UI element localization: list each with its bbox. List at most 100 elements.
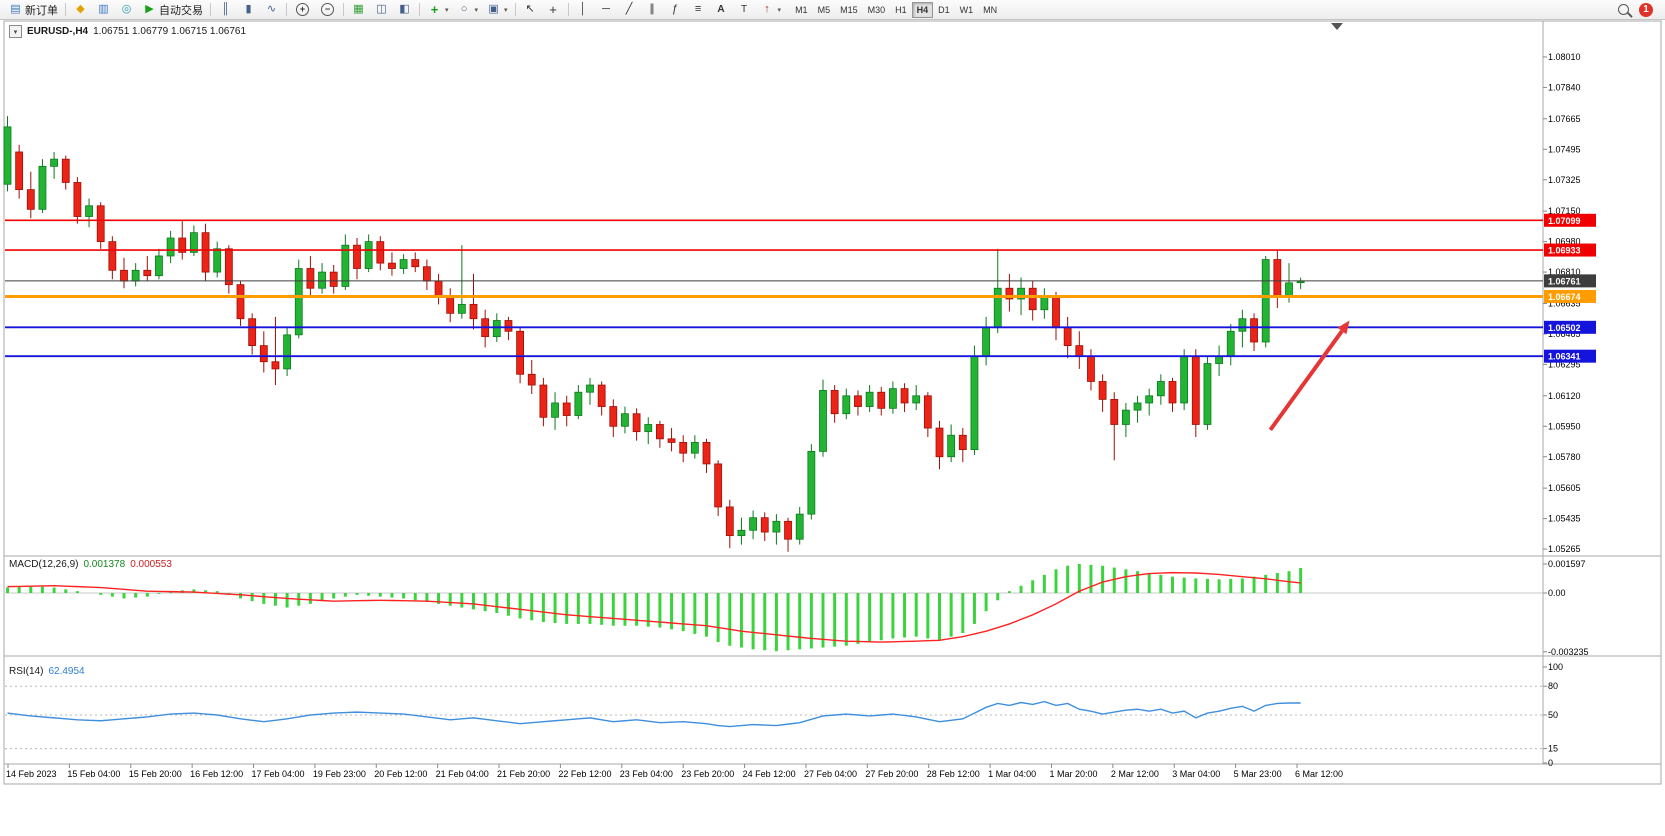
candle xyxy=(539,384,548,418)
rsi-pane[interactable] xyxy=(4,657,1543,763)
label-button[interactable] xyxy=(733,0,756,19)
macd-pane[interactable] xyxy=(4,557,1543,655)
zoom-in-button[interactable] xyxy=(290,0,315,19)
candle xyxy=(248,318,257,347)
macd-header: MACD(12,26,9) 0.001378 0.000553 xyxy=(9,559,172,570)
fibonacci-button[interactable] xyxy=(664,0,687,19)
candle xyxy=(807,450,816,515)
dropdown-caret-icon[interactable]: ▾ xyxy=(474,6,479,14)
time-axis-label: 21 Feb 04:00 xyxy=(436,769,489,779)
crosshair-button[interactable] xyxy=(542,0,565,19)
new-order-button[interactable]: 新订单 xyxy=(4,0,62,19)
candle xyxy=(947,434,956,458)
timeframe-w1[interactable]: W1 xyxy=(959,4,974,15)
levels-button[interactable] xyxy=(687,0,710,19)
arrows-button[interactable]: ▾ xyxy=(756,0,786,19)
price-axis[interactable] xyxy=(1543,21,1661,763)
candle xyxy=(504,320,513,332)
periods-button[interactable]: ▾ xyxy=(453,0,483,19)
candle xyxy=(702,442,711,465)
time-axis-label: 22 Feb 12:00 xyxy=(558,769,611,779)
candle xyxy=(912,395,921,404)
text-button[interactable] xyxy=(710,0,733,19)
candle xyxy=(1063,327,1072,347)
price-axis-tick-label: 1.07495 xyxy=(1548,144,1581,154)
label-icon xyxy=(737,2,752,17)
strategy-tester-button[interactable] xyxy=(115,0,138,19)
candle xyxy=(120,269,128,282)
candle xyxy=(283,334,292,370)
candle xyxy=(329,271,338,287)
levels-icon xyxy=(691,2,706,17)
timeframe-m15[interactable]: M15 xyxy=(840,4,858,15)
dropdown-caret-icon[interactable]: ▾ xyxy=(445,6,449,14)
candlestick-chart-button[interactable] xyxy=(237,0,260,19)
time-axis-label: 15 Feb 20:00 xyxy=(129,769,182,779)
timeframe-m1[interactable]: M1 xyxy=(795,4,808,15)
notification-badge[interactable]: 1 xyxy=(1639,2,1653,17)
auto-trading-button[interactable]: 自动交易 xyxy=(138,0,207,19)
channel-button[interactable] xyxy=(641,0,664,19)
trendline-button[interactable] xyxy=(618,0,641,19)
candle xyxy=(294,268,303,336)
market-watch-button[interactable] xyxy=(69,0,92,19)
candle xyxy=(1052,295,1060,329)
timeframe-h4[interactable]: H4 xyxy=(911,1,934,18)
candle xyxy=(784,520,792,540)
rsi-name: RSI(14) xyxy=(9,666,44,677)
indicators-button[interactable]: ▾ xyxy=(423,0,453,19)
time-axis[interactable] xyxy=(4,764,1661,784)
candle xyxy=(3,126,12,185)
cursor-button[interactable] xyxy=(519,0,542,19)
candle xyxy=(865,391,874,407)
candlestick-icon xyxy=(241,2,256,17)
bar-chart-button[interactable] xyxy=(214,0,237,19)
timeframe-d1[interactable]: D1 xyxy=(938,4,950,15)
candle xyxy=(73,182,82,217)
toolbar-separator xyxy=(286,3,287,16)
tile-windows-button[interactable] xyxy=(370,0,393,19)
dropdown-caret-icon[interactable]: ▾ xyxy=(504,6,508,14)
market-watch-icon xyxy=(73,2,88,17)
candle xyxy=(224,248,233,286)
candle xyxy=(376,241,385,264)
timeframe-mn[interactable]: MN xyxy=(983,4,998,15)
timeframe-m30[interactable]: M30 xyxy=(867,4,886,15)
line-chart-button[interactable] xyxy=(260,0,283,19)
cascade-windows-button[interactable] xyxy=(393,0,416,19)
trend-arrow[interactable] xyxy=(1268,329,1344,432)
price-badge-label: 1.06674 xyxy=(1548,292,1581,302)
candle xyxy=(1191,355,1200,425)
zoom-out-button[interactable] xyxy=(315,0,340,19)
templates-button[interactable]: ▾ xyxy=(482,0,512,19)
candle xyxy=(399,259,408,269)
timeframe-h1[interactable]: H1 xyxy=(895,4,907,15)
dropdown-caret-icon[interactable]: ▾ xyxy=(777,6,782,14)
data-window-icon xyxy=(96,2,111,17)
search-icon[interactable] xyxy=(1618,4,1633,18)
candle xyxy=(1145,395,1154,404)
price-axis-tick-label: 1.05265 xyxy=(1548,544,1581,554)
trend-arrow-head[interactable] xyxy=(1337,320,1350,335)
candle xyxy=(1273,259,1282,296)
timeframe-m5[interactable]: M5 xyxy=(817,4,831,15)
candle xyxy=(411,259,420,268)
price-pane[interactable] xyxy=(4,21,1543,556)
candle xyxy=(318,271,326,289)
time-axis-label: 23 Feb 20:00 xyxy=(681,769,734,779)
candle xyxy=(353,244,361,269)
chart-shift-marker-icon[interactable] xyxy=(1331,23,1343,30)
toolbar-right: 1 xyxy=(1618,2,1661,18)
candle xyxy=(690,442,699,454)
grid-button[interactable] xyxy=(347,0,370,19)
zoom-in-icon xyxy=(296,3,309,16)
time-axis-label: 1 Mar 20:00 xyxy=(1049,769,1097,779)
chart-menu-icon[interactable]: ▾ xyxy=(9,25,22,38)
candle xyxy=(96,205,105,243)
vertical-line-button[interactable] xyxy=(572,0,595,19)
data-window-button[interactable] xyxy=(92,0,115,19)
candle xyxy=(1285,282,1293,296)
horizontal-line-button[interactable] xyxy=(595,0,618,19)
